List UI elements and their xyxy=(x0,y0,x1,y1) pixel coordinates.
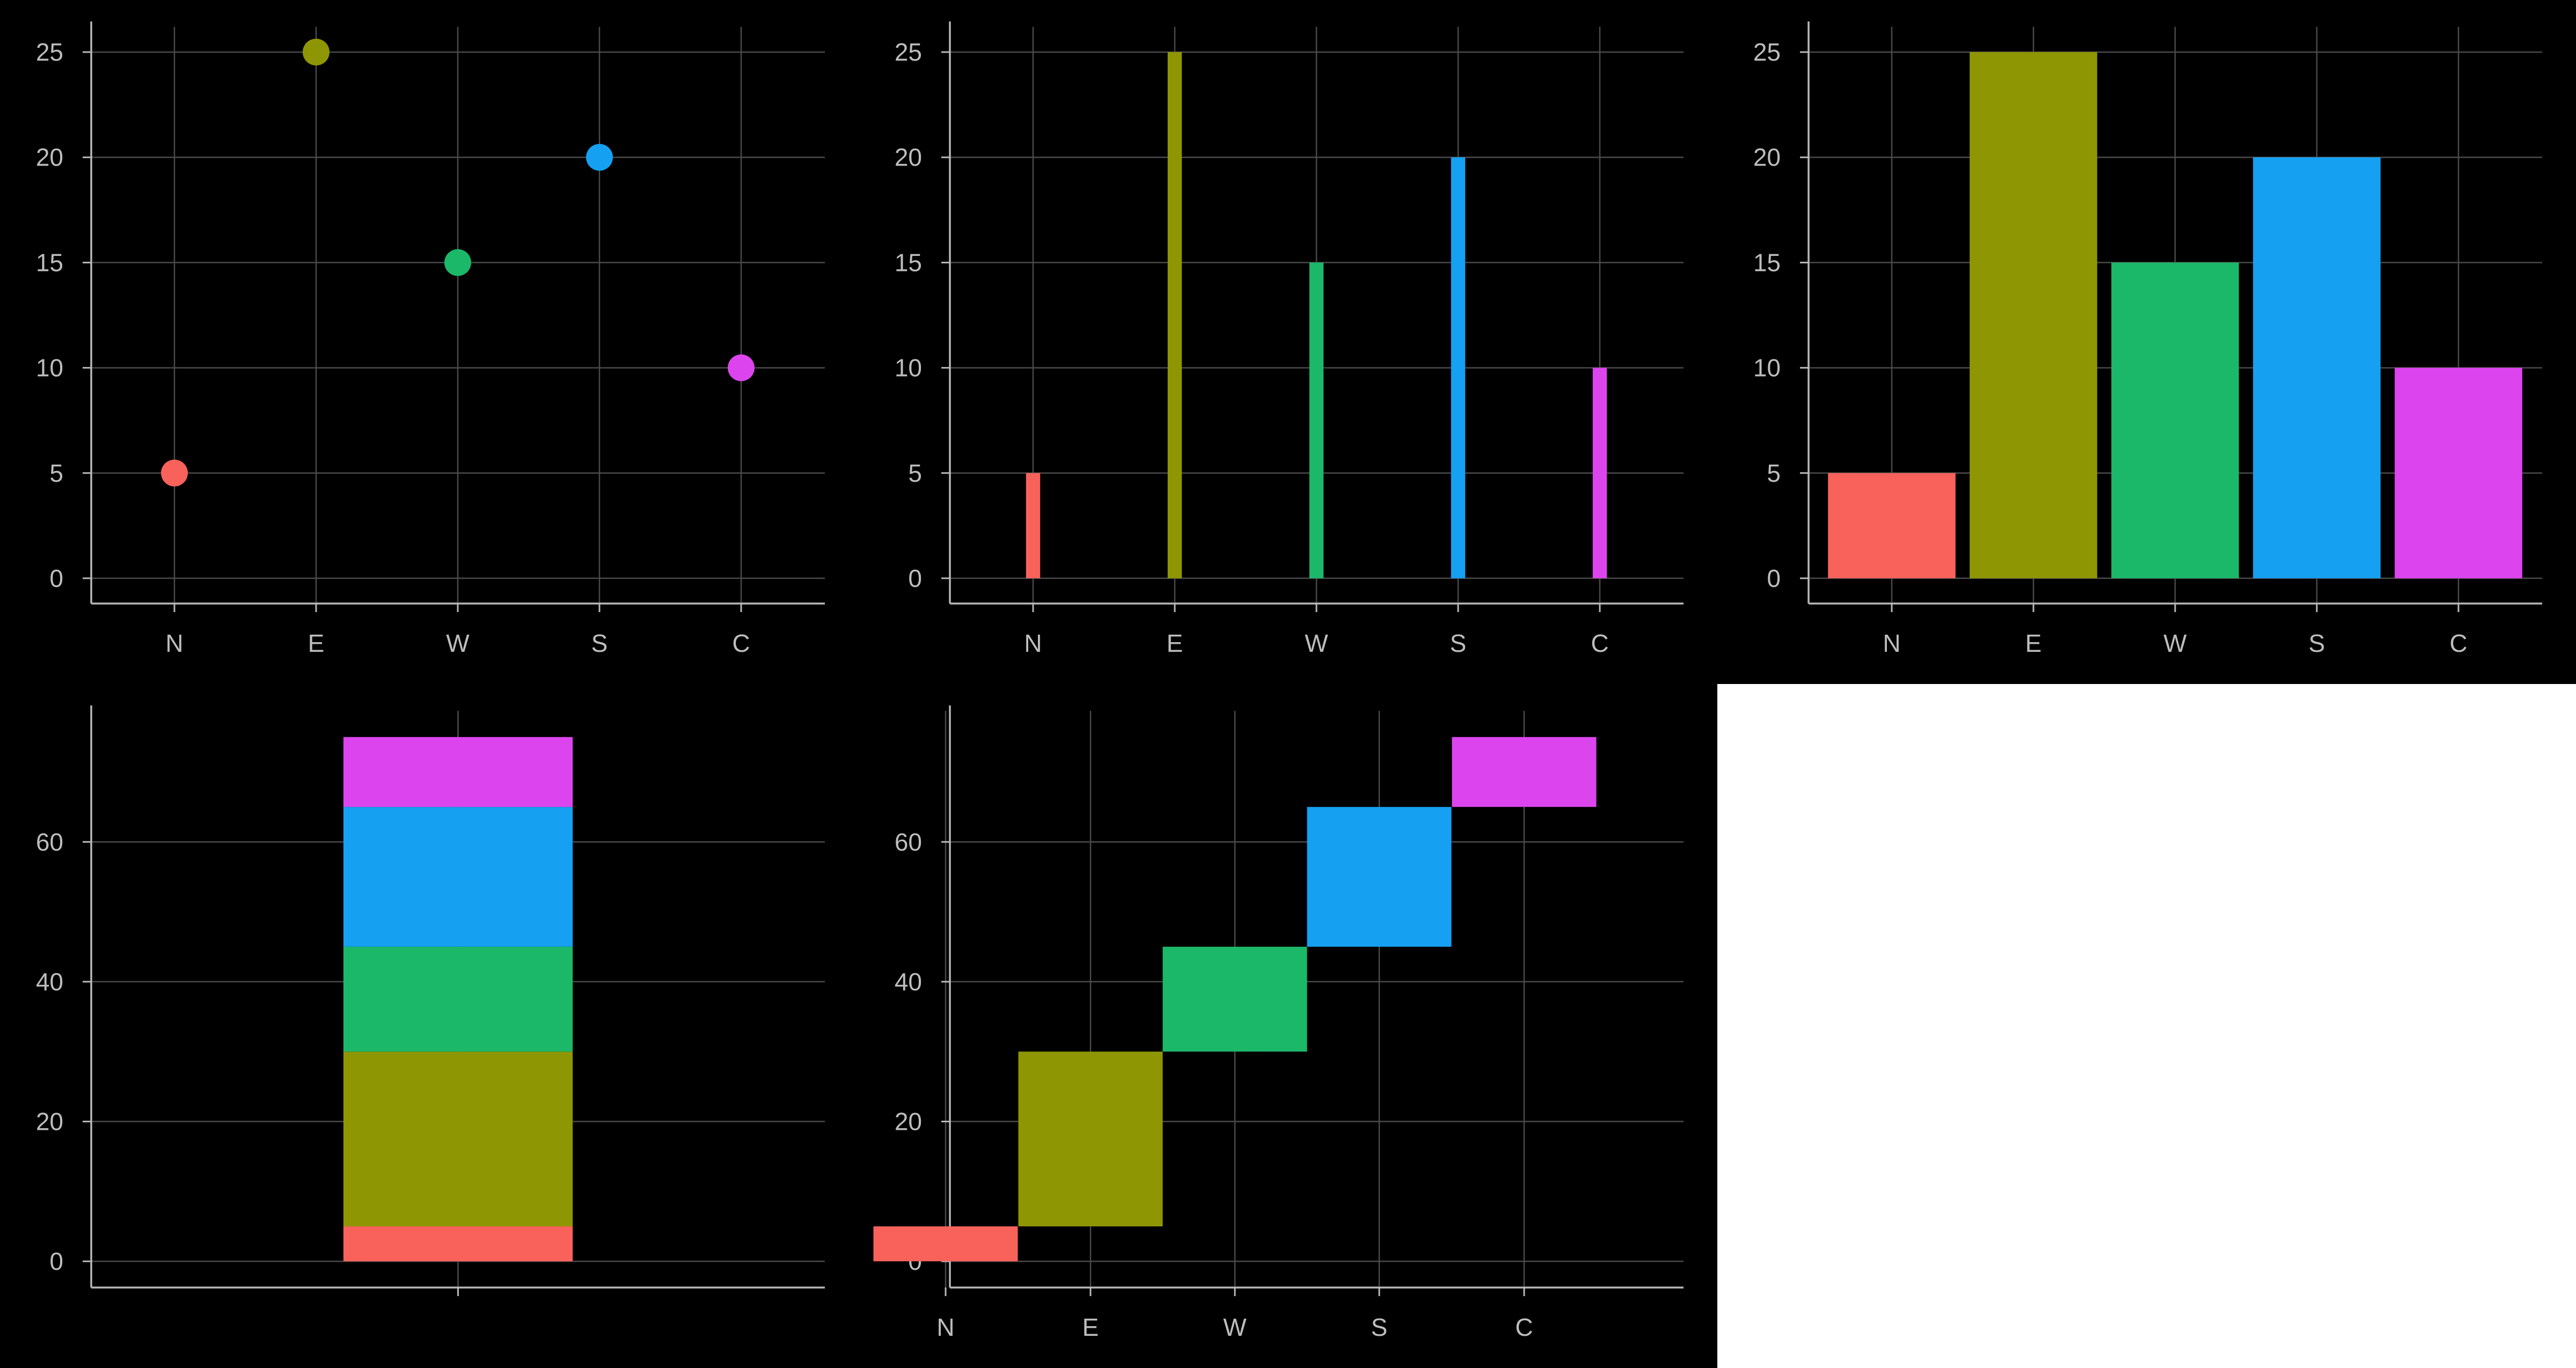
waterfall-bar-E xyxy=(1018,1051,1163,1226)
y-tick-label: 20 xyxy=(36,143,63,171)
y-tick-label: 40 xyxy=(36,968,63,996)
y-tick-label: 15 xyxy=(1753,248,1781,276)
stack-segment-2 xyxy=(343,946,573,1052)
stack-segment-3 xyxy=(343,807,573,947)
y-tick-label: 15 xyxy=(895,248,922,276)
stack-segment-4 xyxy=(343,737,573,807)
y-tick-label: 60 xyxy=(895,828,922,856)
y-tick-label: 5 xyxy=(908,459,922,487)
x-tick-label: E xyxy=(1167,629,1183,657)
y-tick-label: 10 xyxy=(1753,354,1781,382)
x-tick-label: N xyxy=(936,1313,954,1341)
y-tick-label: 0 xyxy=(1767,564,1781,592)
y-tick-label: 5 xyxy=(1767,459,1781,487)
x-tick-label: W xyxy=(2163,629,2187,657)
data-point-N xyxy=(161,459,188,487)
chart-panel-stacked-bar: 0 20 40 60 xyxy=(0,684,859,1368)
y-tick-label: 40 xyxy=(895,968,922,996)
x-tick-label: N xyxy=(165,629,183,657)
data-point-S xyxy=(586,144,613,171)
waterfall-bar-W xyxy=(1162,946,1307,1052)
bar-W xyxy=(2111,262,2239,578)
x-tick-label: W xyxy=(1305,629,1328,657)
x-tick-label: C xyxy=(1515,1313,1533,1341)
bar-E xyxy=(1970,52,2097,578)
data-point-E xyxy=(303,39,330,66)
x-tick-label: N xyxy=(1883,629,1900,657)
bar-W xyxy=(1309,262,1324,578)
y-tick-label: 10 xyxy=(895,354,922,382)
y-tick-label: 20 xyxy=(895,143,922,171)
chart-panel-points: 0 5 10 15 20 25 N E W S C xyxy=(0,0,859,684)
waterfall-bar-C xyxy=(1452,737,1597,807)
y-tick-label: 25 xyxy=(1753,38,1781,66)
waterfall-bar-S xyxy=(1307,807,1452,947)
x-tick-label: W xyxy=(446,629,470,657)
chart-panel-thin-bars: 0 5 10 15 20 25 N E W S C xyxy=(859,0,1717,684)
y-tick-label: 60 xyxy=(36,828,63,856)
thin-bars-chart: 0 5 10 15 20 25 N E W S C xyxy=(895,21,1684,657)
y-tick-label: 20 xyxy=(1753,143,1781,171)
y-tick-label: 0 xyxy=(908,564,922,592)
bar-S xyxy=(1451,157,1466,578)
y-tick-label: 15 xyxy=(36,248,63,276)
bar-C xyxy=(2395,367,2522,578)
x-tick-label: C xyxy=(1591,629,1608,657)
bar-C xyxy=(1592,367,1607,578)
data-point-C xyxy=(728,354,755,381)
x-tick-label: S xyxy=(591,629,608,657)
x-tick-label: N xyxy=(1024,629,1042,657)
bar-N xyxy=(1026,473,1041,578)
y-tick-label: 5 xyxy=(49,459,63,487)
stack-segment-1 xyxy=(343,1051,573,1226)
points-chart: 0 5 10 15 20 25 N E W S C xyxy=(36,21,825,657)
stack-segment-0 xyxy=(343,1226,573,1262)
x-tick-label: C xyxy=(2449,629,2467,657)
x-tick-label: C xyxy=(732,629,750,657)
bar-S xyxy=(2253,157,2381,578)
x-tick-label: E xyxy=(308,629,325,657)
y-tick-label: 25 xyxy=(36,38,63,66)
wide-bars-chart: 0 5 10 15 20 25 N E W S C xyxy=(1753,21,2542,657)
x-tick-label: W xyxy=(1223,1313,1247,1341)
x-tick-label: E xyxy=(2025,629,2042,657)
x-tick-label: S xyxy=(2309,629,2325,657)
y-tick-label: 10 xyxy=(36,354,63,382)
x-tick-label: S xyxy=(1371,1313,1388,1341)
bar-E xyxy=(1167,52,1182,578)
y-tick-label: 0 xyxy=(49,564,63,592)
stacked-bar-chart: 0 20 40 60 xyxy=(36,705,825,1296)
waterfall-bar-N xyxy=(873,1226,1018,1262)
data-point-W xyxy=(444,249,471,276)
y-tick-label: 20 xyxy=(36,1108,63,1136)
y-tick-label: 0 xyxy=(49,1247,63,1275)
y-tick-label: 25 xyxy=(895,38,922,66)
x-tick-label: E xyxy=(1082,1313,1099,1341)
x-tick-label: S xyxy=(1450,629,1467,657)
chart-panel-wide-bars: 0 5 10 15 20 25 N E W S C xyxy=(1717,0,2576,684)
y-tick-label: 20 xyxy=(895,1108,922,1136)
bar-N xyxy=(1828,473,1956,578)
